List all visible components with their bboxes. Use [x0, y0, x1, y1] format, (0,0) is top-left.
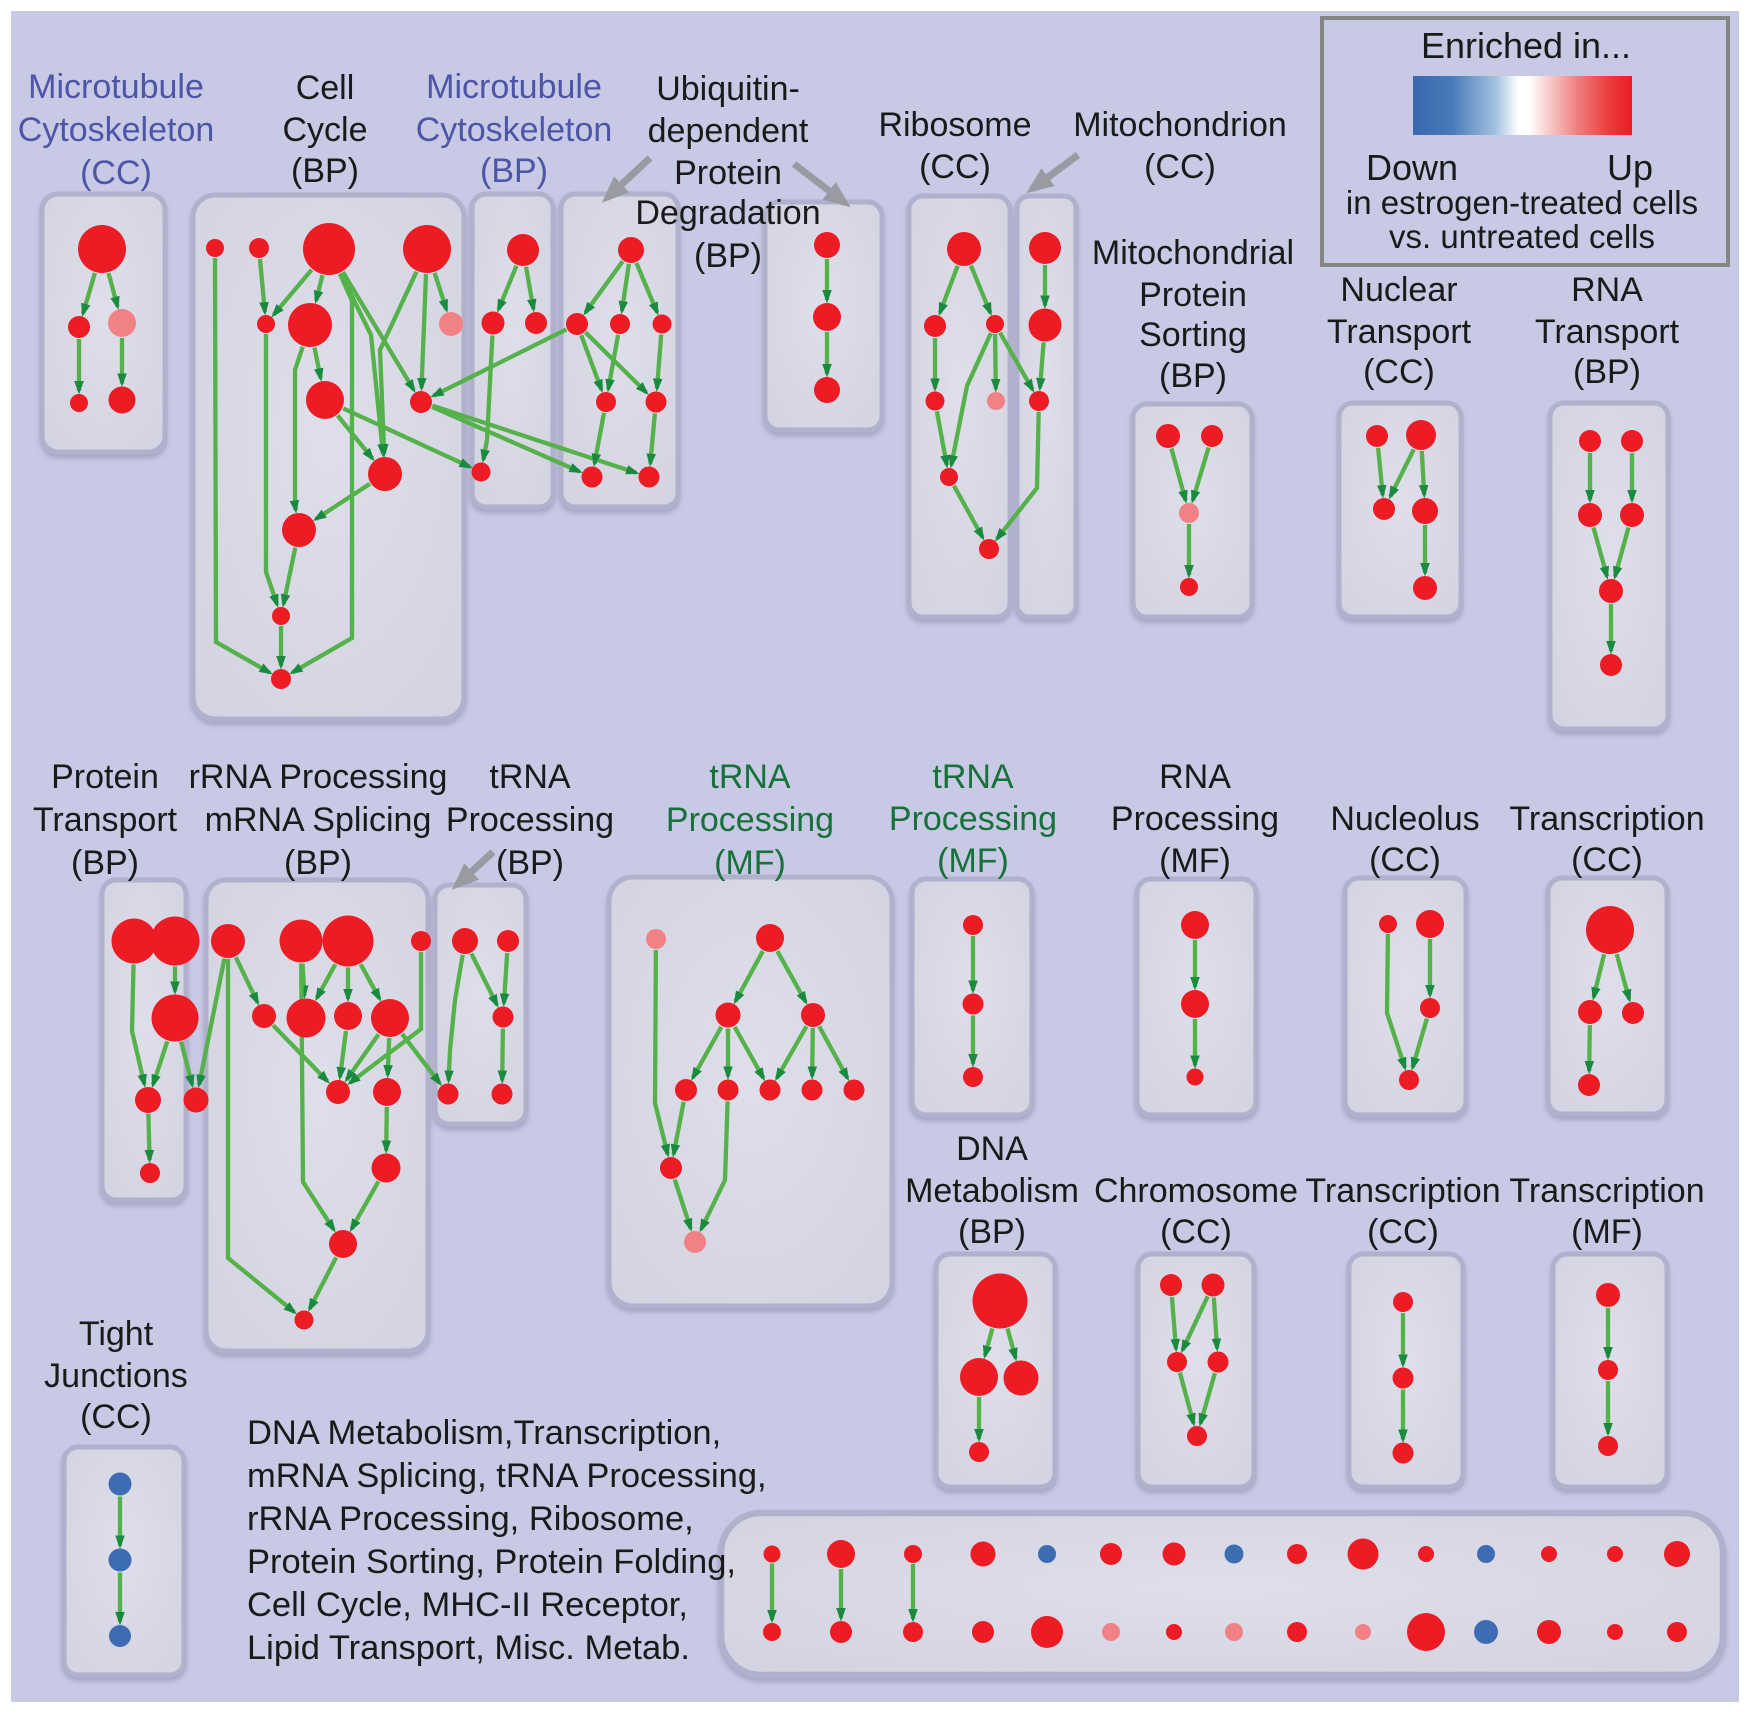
svg-text:(BP): (BP)	[958, 1213, 1026, 1251]
svg-text:RNA: RNA	[1159, 758, 1231, 796]
svg-text:Protein: Protein	[1139, 276, 1247, 314]
svg-text:Microtubule: Microtubule	[28, 68, 204, 106]
svg-text:Sorting: Sorting	[1139, 316, 1247, 354]
svg-text:Cytoskeleton: Cytoskeleton	[416, 111, 613, 149]
svg-text:RNA: RNA	[1571, 271, 1643, 309]
svg-text:Tight: Tight	[79, 1315, 154, 1353]
svg-text:Mitochondrion: Mitochondrion	[1073, 106, 1287, 144]
svg-text:(BP): (BP)	[480, 152, 548, 190]
svg-text:mRNA Splicing: mRNA Splicing	[205, 801, 432, 839]
svg-text:in estrogen-treated cells: in estrogen-treated cells	[1346, 184, 1698, 221]
svg-text:(CC): (CC)	[1367, 1213, 1439, 1251]
svg-text:Processing: Processing	[889, 800, 1057, 838]
svg-text:Processing: Processing	[1111, 800, 1279, 838]
svg-text:(CC): (CC)	[1144, 148, 1216, 186]
svg-text:Up: Up	[1607, 147, 1653, 188]
svg-text:(CC): (CC)	[80, 1398, 152, 1436]
svg-text:tRNA: tRNA	[709, 758, 791, 796]
svg-text:(CC): (CC)	[1363, 353, 1435, 391]
svg-text:Protein Sorting, Protein Foldi: Protein Sorting, Protein Folding,	[247, 1543, 736, 1581]
svg-text:Cytoskeleton: Cytoskeleton	[18, 111, 215, 149]
svg-text:Ubiquitin-: Ubiquitin-	[656, 70, 800, 108]
svg-text:dependent: dependent	[648, 112, 809, 150]
svg-text:(BP): (BP)	[1159, 357, 1227, 395]
svg-text:rRNA Processing, Ribosome,: rRNA Processing, Ribosome,	[247, 1500, 694, 1538]
svg-text:Down: Down	[1366, 147, 1458, 188]
svg-text:DNA: DNA	[956, 1130, 1028, 1168]
svg-text:Junctions: Junctions	[44, 1357, 188, 1395]
svg-text:tRNA: tRNA	[932, 758, 1014, 796]
svg-text:Protein: Protein	[674, 154, 782, 192]
svg-text:(BP): (BP)	[291, 152, 359, 190]
svg-text:(BP): (BP)	[694, 237, 762, 275]
svg-text:(MF): (MF)	[714, 844, 786, 882]
svg-text:Cycle: Cycle	[282, 111, 367, 149]
svg-text:Transport: Transport	[1535, 313, 1680, 351]
svg-text:Protein: Protein	[51, 758, 159, 796]
svg-text:(CC): (CC)	[1160, 1213, 1232, 1251]
svg-text:(MF): (MF)	[1571, 1213, 1643, 1251]
svg-text:(CC): (CC)	[1369, 841, 1441, 879]
svg-text:vs. untreated cells: vs. untreated cells	[1389, 218, 1655, 255]
svg-text:Processing: Processing	[666, 801, 834, 839]
svg-text:(CC): (CC)	[1571, 841, 1643, 879]
svg-text:(CC): (CC)	[80, 154, 152, 192]
svg-text:Degradation: Degradation	[635, 194, 820, 232]
svg-text:Enriched in...: Enriched in...	[1421, 25, 1631, 66]
svg-text:(MF): (MF)	[1159, 842, 1231, 880]
svg-text:Nuclear: Nuclear	[1340, 271, 1457, 309]
svg-text:Cell Cycle, MHC-II Receptor,: Cell Cycle, MHC-II Receptor,	[247, 1586, 688, 1624]
svg-text:Transcription: Transcription	[1509, 1172, 1704, 1210]
svg-text:Metabolism: Metabolism	[905, 1172, 1079, 1210]
svg-text:mRNA Splicing, tRNA Processing: mRNA Splicing, tRNA Processing,	[247, 1457, 767, 1495]
svg-text:(BP): (BP)	[71, 844, 139, 882]
svg-text:tRNA: tRNA	[489, 758, 571, 796]
svg-text:Chromosome: Chromosome	[1094, 1172, 1298, 1210]
svg-text:Transport: Transport	[33, 801, 178, 839]
svg-text:(BP): (BP)	[1573, 353, 1641, 391]
svg-text:Mitochondrial: Mitochondrial	[1092, 234, 1294, 272]
svg-text:Ribosome: Ribosome	[878, 106, 1031, 144]
svg-text:Cell: Cell	[296, 69, 355, 107]
svg-text:(BP): (BP)	[496, 844, 564, 882]
svg-text:Transport: Transport	[1327, 313, 1472, 351]
svg-text:(MF): (MF)	[937, 842, 1009, 880]
svg-text:(CC): (CC)	[919, 148, 991, 186]
svg-text:Nucleolus: Nucleolus	[1330, 800, 1479, 838]
svg-text:Transcription: Transcription	[1509, 800, 1704, 838]
svg-text:Transcription: Transcription	[1305, 1172, 1500, 1210]
svg-text:Processing: Processing	[446, 801, 614, 839]
svg-text:Microtubule: Microtubule	[426, 68, 602, 106]
svg-text:rRNA Processing: rRNA Processing	[189, 758, 448, 796]
svg-text:Lipid Transport, Misc. Metab.: Lipid Transport, Misc. Metab.	[247, 1629, 690, 1667]
svg-text:(BP): (BP)	[284, 844, 352, 882]
svg-text:DNA Metabolism,Transcription,: DNA Metabolism,Transcription,	[247, 1414, 721, 1452]
